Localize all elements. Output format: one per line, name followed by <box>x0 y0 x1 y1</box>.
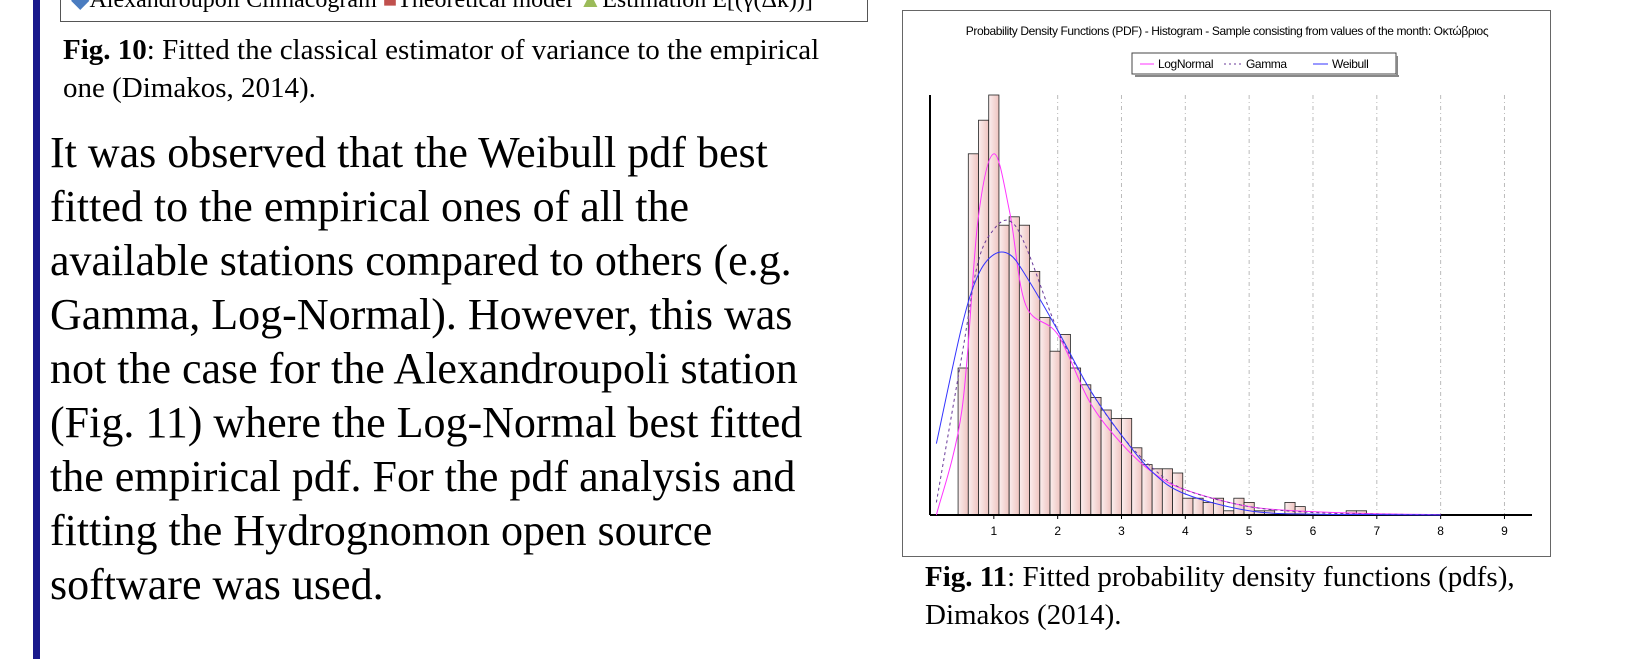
caption-text: : Fitted probability density functions (… <box>925 561 1515 631</box>
bar <box>1243 501 1255 516</box>
marker: ■ <box>382 0 398 13</box>
bar <box>978 119 990 516</box>
bar <box>1192 497 1204 516</box>
bar <box>1049 350 1061 516</box>
x-tick-label: 4 <box>1182 524 1189 538</box>
x-tick-label: 6 <box>1310 524 1317 538</box>
fig11-caption: Fig. 11: Fitted probability density func… <box>925 558 1565 634</box>
curve <box>935 251 1441 516</box>
x-tick-label: 1 <box>990 524 997 538</box>
text-line: It was observed that the Weibull pdf bes… <box>50 128 768 177</box>
caption-text: : Fitted the classical estimator of vari… <box>63 34 820 104</box>
legend-label: Gamma <box>1246 57 1287 71</box>
bar <box>1121 417 1133 516</box>
x-tick-label: 8 <box>1437 524 1444 538</box>
text-line: fitted to the empirical ones of all the <box>50 182 690 231</box>
bar <box>1182 497 1194 516</box>
text-line: fitting the Hydrognomon open source <box>50 506 713 555</box>
text-line: available stations compared to others (e… <box>50 236 792 285</box>
fig-label: Fig. 10 <box>63 34 147 66</box>
bar <box>1131 447 1143 516</box>
bar <box>1090 396 1102 516</box>
legend-item: Estimation E[(γ(Δk))] <box>602 0 813 13</box>
bar <box>1161 468 1173 516</box>
bar <box>967 153 979 516</box>
bar <box>1141 464 1153 516</box>
x-tick-label: 5 <box>1246 524 1253 538</box>
legend-label: LogNormal <box>1158 57 1213 71</box>
bar <box>1008 216 1020 516</box>
bar <box>1172 472 1184 516</box>
top-legend: ◆Alexandroupoli Climacogram ■Theoretical… <box>60 0 868 22</box>
bar <box>1080 384 1092 516</box>
marker: ◆ <box>71 0 90 13</box>
legend-item: Alexandroupoli Climacogram <box>89 0 377 13</box>
x-tick-label: 9 <box>1501 524 1508 538</box>
text-line: software was used. <box>50 560 384 609</box>
x-tick-label: 3 <box>1118 524 1125 538</box>
bar <box>1202 501 1214 516</box>
bar <box>957 367 969 516</box>
marker: ▲ <box>578 0 603 13</box>
x-tick-label: 7 <box>1373 524 1380 538</box>
legend-item: Theoretical model <box>397 0 573 13</box>
chart: Probability Density Functions (PDF) - Hi… <box>902 10 1551 557</box>
text-line: the empirical pdf. For the pdf analysis … <box>50 452 796 501</box>
bar <box>1070 367 1082 516</box>
text-line: not the case for the Alexandroupoli stat… <box>50 344 798 393</box>
chart-title: Probability Density Functions (PDF) - Hi… <box>966 24 1489 38</box>
curve <box>935 219 1441 516</box>
fig-label: Fig. 11 <box>925 561 1008 593</box>
bar <box>998 224 1010 516</box>
bar <box>1059 333 1071 516</box>
left-rule <box>33 0 40 659</box>
bar <box>1039 317 1051 516</box>
bar <box>1029 270 1041 516</box>
legend-label: Weibull <box>1332 57 1368 71</box>
text-line: (Fig. 11) where the Log-Normal best fitt… <box>50 398 803 447</box>
fig10-caption: Fig. 10: Fitted the classical estimator … <box>63 31 853 107</box>
text-line: Gamma, Log-Normal). However, this was <box>50 290 793 339</box>
x-tick-label: 2 <box>1054 524 1061 538</box>
bar <box>1233 497 1245 516</box>
paragraph: It was observed that the Weibull pdf bes… <box>50 126 802 612</box>
